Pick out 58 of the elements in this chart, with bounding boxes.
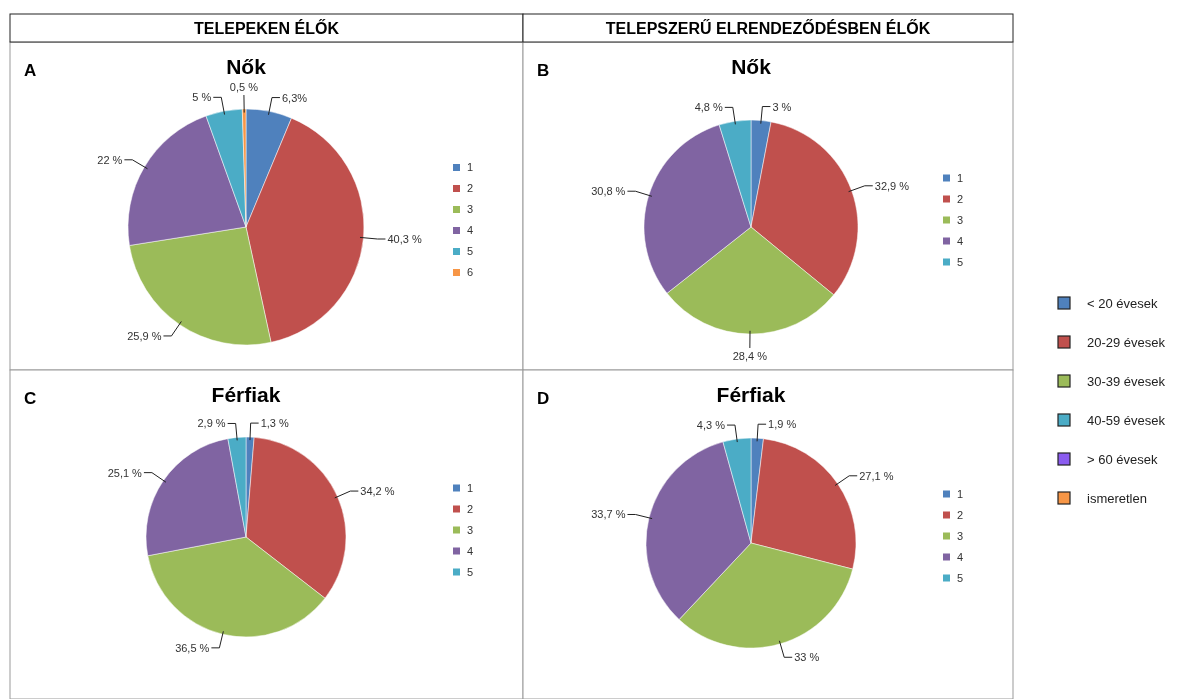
legend-label: 1	[957, 171, 964, 184]
legend-label: 1	[957, 487, 964, 500]
category-label: 40-59 évesek	[1087, 413, 1166, 428]
category-label: 20-29 évesek	[1087, 335, 1166, 350]
legend-label: 3	[957, 529, 964, 542]
data-label: 33 %	[794, 651, 820, 664]
text: TELEPSZERŰ ELRENDEZŐDÉSBEN ÉLŐK	[605, 19, 931, 37]
category-label: ismeretlen	[1087, 491, 1147, 506]
data-label: 0,5 %	[229, 81, 259, 94]
category-label: > 60 évesek	[1087, 452, 1158, 467]
legend-label: 4	[957, 234, 964, 247]
legend-label: 1	[467, 161, 474, 173]
category-label: < 20 évesek	[1087, 296, 1158, 311]
data-label: 25,9 %	[127, 329, 162, 342]
text: TELEPEKEN ÉLŐK	[194, 19, 340, 37]
data-label: 4,3 %	[696, 419, 726, 432]
data-label: 40,3 %	[387, 233, 422, 246]
category-label: 30-39 évesek	[1087, 374, 1166, 389]
legend-label: 5	[957, 255, 964, 268]
data-label: 1,3 %	[260, 417, 289, 430]
legend-label: 3	[957, 213, 964, 226]
legend-label: 6	[467, 266, 474, 278]
data-label: 36,5 %	[175, 641, 210, 654]
data-label: 33,7 %	[591, 508, 626, 521]
legend-label: 2	[467, 502, 474, 515]
data-label: 27,1 %	[859, 469, 894, 482]
data-label: 3 %	[772, 100, 792, 113]
chart-title: Nők	[731, 55, 772, 78]
chart-title: Férfiak	[211, 383, 281, 406]
data-label: 6,3%	[281, 91, 308, 104]
data-label: 28,4 %	[732, 349, 768, 362]
legend-label: 5	[957, 571, 964, 584]
chart-title: Férfiak	[716, 383, 786, 406]
data-label: 2,9 %	[197, 417, 226, 430]
legend-label: 4	[467, 544, 474, 557]
data-label: 32,9 %	[874, 179, 910, 192]
data-label: 25,1 %	[107, 466, 143, 479]
text: B	[537, 61, 550, 80]
text: D	[537, 389, 550, 408]
data-label: 1,9 %	[768, 418, 797, 431]
legend-label: 3	[467, 523, 474, 536]
legend-label: 1	[467, 481, 474, 494]
legend-label: 2	[957, 508, 964, 521]
data-label: 5 %	[192, 91, 212, 104]
text: A	[24, 61, 37, 80]
data-label: 4,8 %	[694, 101, 724, 114]
data-label: 30,8 %	[591, 185, 626, 198]
legend-label: 2	[467, 182, 474, 194]
legend-label: 4	[467, 224, 474, 236]
data-label: 22 %	[97, 153, 123, 166]
legend-label: 5	[467, 565, 474, 578]
text: C	[24, 389, 37, 408]
legend-label: 4	[957, 550, 964, 563]
legend-label: 2	[957, 192, 964, 205]
data-label: 34,2 %	[360, 485, 395, 498]
legend-label: 5	[467, 245, 474, 257]
legend-label: 3	[467, 203, 474, 215]
chart-title: Nők	[226, 55, 267, 78]
